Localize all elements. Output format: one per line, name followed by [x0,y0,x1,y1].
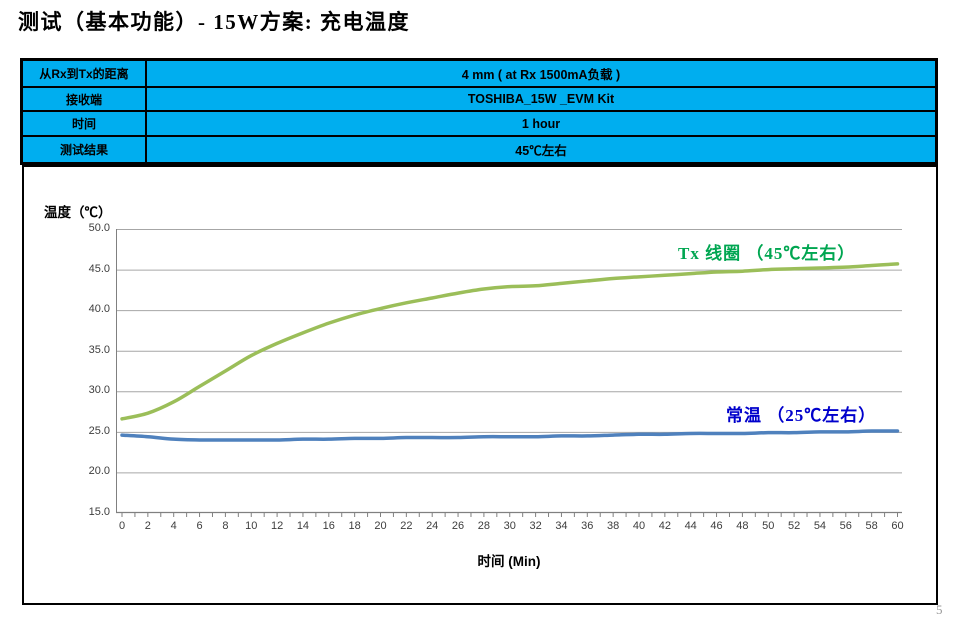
x-tick-label: 14 [296,520,310,532]
x-tick-label: 16 [322,520,335,532]
x-tick-label: 40 [632,520,646,532]
x-axis-title: 时间 (Min) [477,554,541,569]
page-number: 5 [936,602,943,617]
table-row: 测试结果 45℃左右 [20,134,938,165]
info-table: 从Rx到Tx的距离 4 mm ( at Rx 1500mA负载 ) 接收端 TO… [20,58,938,165]
table-row: 接收端 TOSHIBA_15W _EVM Kit [20,86,938,113]
x-tick-label: 2 [144,520,151,532]
x-tick-label: 44 [684,520,697,532]
row-label-time: 时间 [20,110,147,137]
row-value-time: 1 hour [145,110,938,137]
y-tick-label: 30.0 [88,384,110,397]
row-label-receiver: 接收端 [20,86,147,113]
table-row: 时间 1 hour [20,110,938,137]
x-tick-label: 20 [374,520,387,532]
x-tick-label: 46 [710,520,723,532]
x-tick-label: 10 [245,520,258,532]
y-axis-title: 温度（℃） [44,205,112,220]
page-title: 测试（基本功能）- 15W方案: 充电温度 [18,10,410,34]
x-tick-label: 4 [170,520,177,532]
x-tick-label: 58 [865,520,878,532]
x-tick-label: 26 [451,520,465,532]
info-table-body: 从Rx到Tx的距离 4 mm ( at Rx 1500mA负载 ) 接收端 TO… [20,58,938,165]
y-tick-label: 25.0 [88,424,110,437]
table-row: 从Rx到Tx的距离 4 mm ( at Rx 1500mA负载 ) [20,58,938,89]
x-tick-label: 36 [581,520,594,532]
x-tick-label: 42 [658,520,671,532]
x-tick-label: 12 [270,520,284,532]
y-tick-label: 15.0 [88,506,110,518]
x-tick-label: 30 [503,520,516,532]
x-tick-label: 28 [477,520,491,532]
y-tick-label: 40.0 [88,303,110,316]
chart-container: 温度（℃） 时间 (Min) Tx 线圈 （45℃左右） 常温 （25℃左右） … [22,165,938,605]
x-tick-label: 52 [787,520,801,532]
row-label-distance: 从Rx到Tx的距离 [20,58,147,89]
x-tick-label: 18 [348,520,361,532]
y-tick-label: 20.0 [88,465,110,478]
temperature-chart [116,229,902,517]
x-tick-label: 34 [555,520,568,532]
x-tick-label: 0 [118,520,126,532]
x-tick-label: 38 [607,520,620,532]
x-tick-label: 32 [529,520,542,532]
x-tick-label: 60 [891,520,904,532]
x-tick-label: 56 [839,520,852,532]
series-ambient [120,429,900,442]
y-tick-label: 45.0 [88,262,110,275]
series-tx-coil [120,262,900,421]
x-tick-label: 50 [762,520,775,532]
row-value-receiver: TOSHIBA_15W _EVM Kit [145,86,938,113]
row-label-result: 测试结果 [20,134,147,165]
x-tick-label: 8 [222,520,229,532]
y-tick-label: 50.0 [88,222,110,234]
plot-area [116,229,902,521]
row-value-result: 45℃左右 [145,134,938,165]
y-tick-label: 35.0 [88,343,110,356]
x-tick-label: 54 [813,520,827,532]
x-tick-label: 48 [736,520,749,532]
x-tick-label: 22 [400,520,413,532]
annotation-tx-coil: Tx 线圈 （45℃左右） [678,244,856,263]
x-tick-label: 6 [196,520,203,532]
row-value-distance: 4 mm ( at Rx 1500mA负载 ) [145,58,938,89]
x-tick-label: 24 [426,520,439,532]
annotation-ambient: 常温 （25℃左右） [726,406,877,425]
